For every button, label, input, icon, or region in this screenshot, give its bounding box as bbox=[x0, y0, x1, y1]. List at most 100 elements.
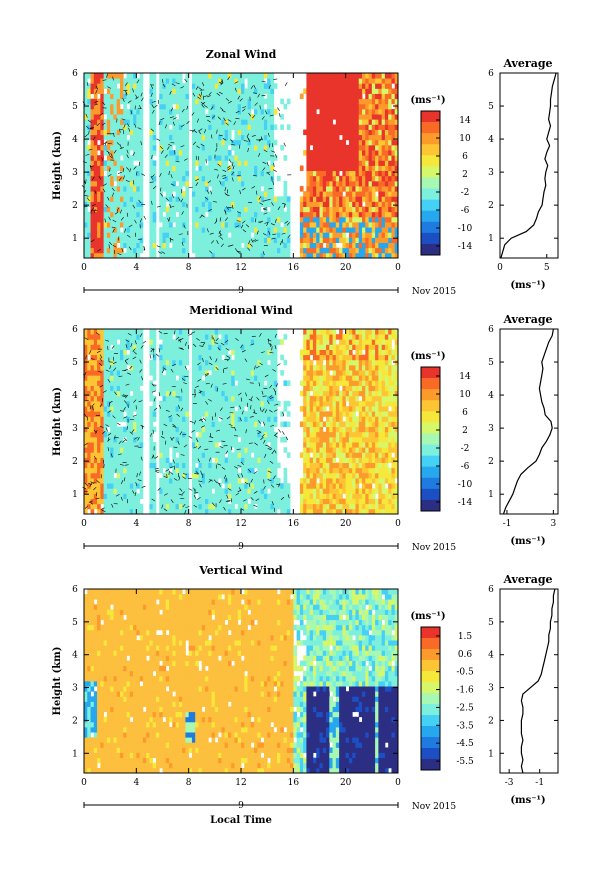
heatmap-cell bbox=[244, 232, 248, 238]
wind-barb bbox=[170, 107, 174, 112]
heatmap-cell bbox=[214, 201, 219, 208]
heatmap-cell bbox=[113, 395, 118, 402]
heatmap-cell bbox=[106, 83, 111, 89]
heatmap-cell bbox=[309, 206, 314, 213]
wind-barb bbox=[107, 196, 110, 201]
heatmap-cell bbox=[103, 395, 108, 402]
heatmap-cell bbox=[227, 395, 232, 402]
wind-barb bbox=[226, 189, 229, 194]
wind-barb bbox=[250, 239, 254, 243]
heatmap-cell bbox=[129, 180, 134, 187]
heatmap-cell bbox=[195, 395, 199, 402]
heatmap-cell bbox=[227, 78, 232, 84]
wind-barb bbox=[140, 92, 143, 97]
heatmap-cell bbox=[394, 180, 399, 187]
heatmap-cell bbox=[97, 186, 101, 192]
heatmap-cell bbox=[214, 237, 219, 243]
heatmap-cell bbox=[260, 93, 265, 100]
heatmap-cell bbox=[100, 88, 105, 94]
heatmap-cell bbox=[319, 93, 324, 100]
heatmap-cell bbox=[106, 222, 111, 228]
heatmap-cell bbox=[388, 252, 392, 259]
heatmap-cell bbox=[303, 252, 307, 259]
wind-barb bbox=[231, 204, 234, 209]
heatmap-cell bbox=[198, 232, 203, 238]
heatmap-cell bbox=[303, 227, 307, 233]
heatmap-cell bbox=[273, 206, 278, 213]
heatmap-cell bbox=[208, 170, 212, 177]
wind-barb bbox=[222, 169, 227, 172]
heatmap-cell bbox=[123, 119, 127, 125]
heatmap-cell bbox=[191, 108, 196, 115]
heatmap-cell bbox=[97, 467, 101, 474]
heatmap-cell bbox=[381, 191, 386, 197]
heatmap-cell bbox=[355, 98, 360, 105]
heatmap-cell bbox=[119, 108, 124, 115]
heatmap-cell bbox=[368, 83, 373, 89]
heatmap-cell bbox=[218, 354, 222, 361]
heatmap-cell bbox=[100, 83, 105, 89]
heatmap-cell bbox=[136, 175, 140, 182]
heatmap-cell bbox=[159, 334, 163, 340]
heatmap-cell bbox=[332, 124, 337, 130]
heatmap-cell bbox=[381, 98, 386, 105]
heatmap-cell bbox=[211, 431, 216, 438]
wind-barb bbox=[200, 101, 205, 105]
heatmap-cell bbox=[241, 180, 245, 187]
heatmap-cell bbox=[234, 206, 239, 213]
heatmap-cell bbox=[159, 88, 163, 94]
heatmap-cell bbox=[178, 329, 183, 335]
heatmap-cell bbox=[93, 108, 98, 115]
heatmap-cell bbox=[231, 385, 235, 392]
heatmap-cell bbox=[211, 201, 216, 208]
wind-barb bbox=[204, 197, 209, 200]
heatmap-cell bbox=[342, 201, 347, 208]
heatmap-cell bbox=[100, 390, 105, 397]
heatmap-cell bbox=[185, 150, 190, 156]
heatmap-cell bbox=[241, 170, 245, 177]
heatmap-cell bbox=[329, 73, 333, 79]
heatmap-cell bbox=[152, 467, 157, 474]
heatmap-cell bbox=[345, 242, 350, 249]
heatmap-cell bbox=[205, 370, 209, 376]
heatmap-cell bbox=[381, 242, 386, 249]
heatmap-cell bbox=[244, 206, 248, 213]
heatmap-cell bbox=[231, 155, 235, 161]
heatmap-cell bbox=[355, 114, 360, 120]
heatmap-cell bbox=[110, 462, 114, 469]
heatmap-cell bbox=[214, 380, 219, 386]
heatmap-cell bbox=[208, 247, 212, 254]
wind-barb bbox=[231, 177, 234, 182]
wind-barb bbox=[95, 90, 98, 94]
heatmap-cell bbox=[178, 144, 183, 151]
x-tick-label: 0 bbox=[395, 263, 401, 273]
heatmap-cell bbox=[90, 232, 95, 238]
heatmap-cell bbox=[119, 406, 124, 412]
wind-barb bbox=[104, 218, 106, 223]
heatmap-cell bbox=[234, 155, 239, 161]
heatmap-cell bbox=[172, 252, 176, 259]
heatmap-cell bbox=[172, 364, 176, 371]
heatmap-cell bbox=[273, 227, 278, 233]
heatmap-cell bbox=[316, 139, 320, 146]
heatmap-cell bbox=[185, 88, 190, 94]
heatmap-cell bbox=[103, 175, 108, 182]
heatmap-cell bbox=[299, 93, 304, 100]
heatmap-cell bbox=[234, 472, 239, 479]
heatmap-cell bbox=[103, 232, 108, 238]
heatmap-cell bbox=[260, 175, 265, 182]
heatmap-cell bbox=[306, 78, 311, 84]
heatmap-cell bbox=[247, 227, 252, 233]
heatmap-cell bbox=[388, 216, 392, 223]
heatmap-cell bbox=[267, 108, 271, 115]
heatmap-cell bbox=[175, 247, 180, 254]
heatmap-cell bbox=[165, 191, 170, 197]
heatmap-cell bbox=[312, 196, 317, 202]
wind-barb bbox=[180, 145, 185, 148]
heatmap-cell bbox=[133, 139, 137, 146]
heatmap-cell bbox=[394, 73, 399, 79]
heatmap-cell bbox=[388, 242, 392, 249]
heatmap-cell bbox=[227, 431, 232, 438]
heatmap-cell bbox=[227, 334, 232, 340]
wind-barb bbox=[207, 119, 211, 123]
